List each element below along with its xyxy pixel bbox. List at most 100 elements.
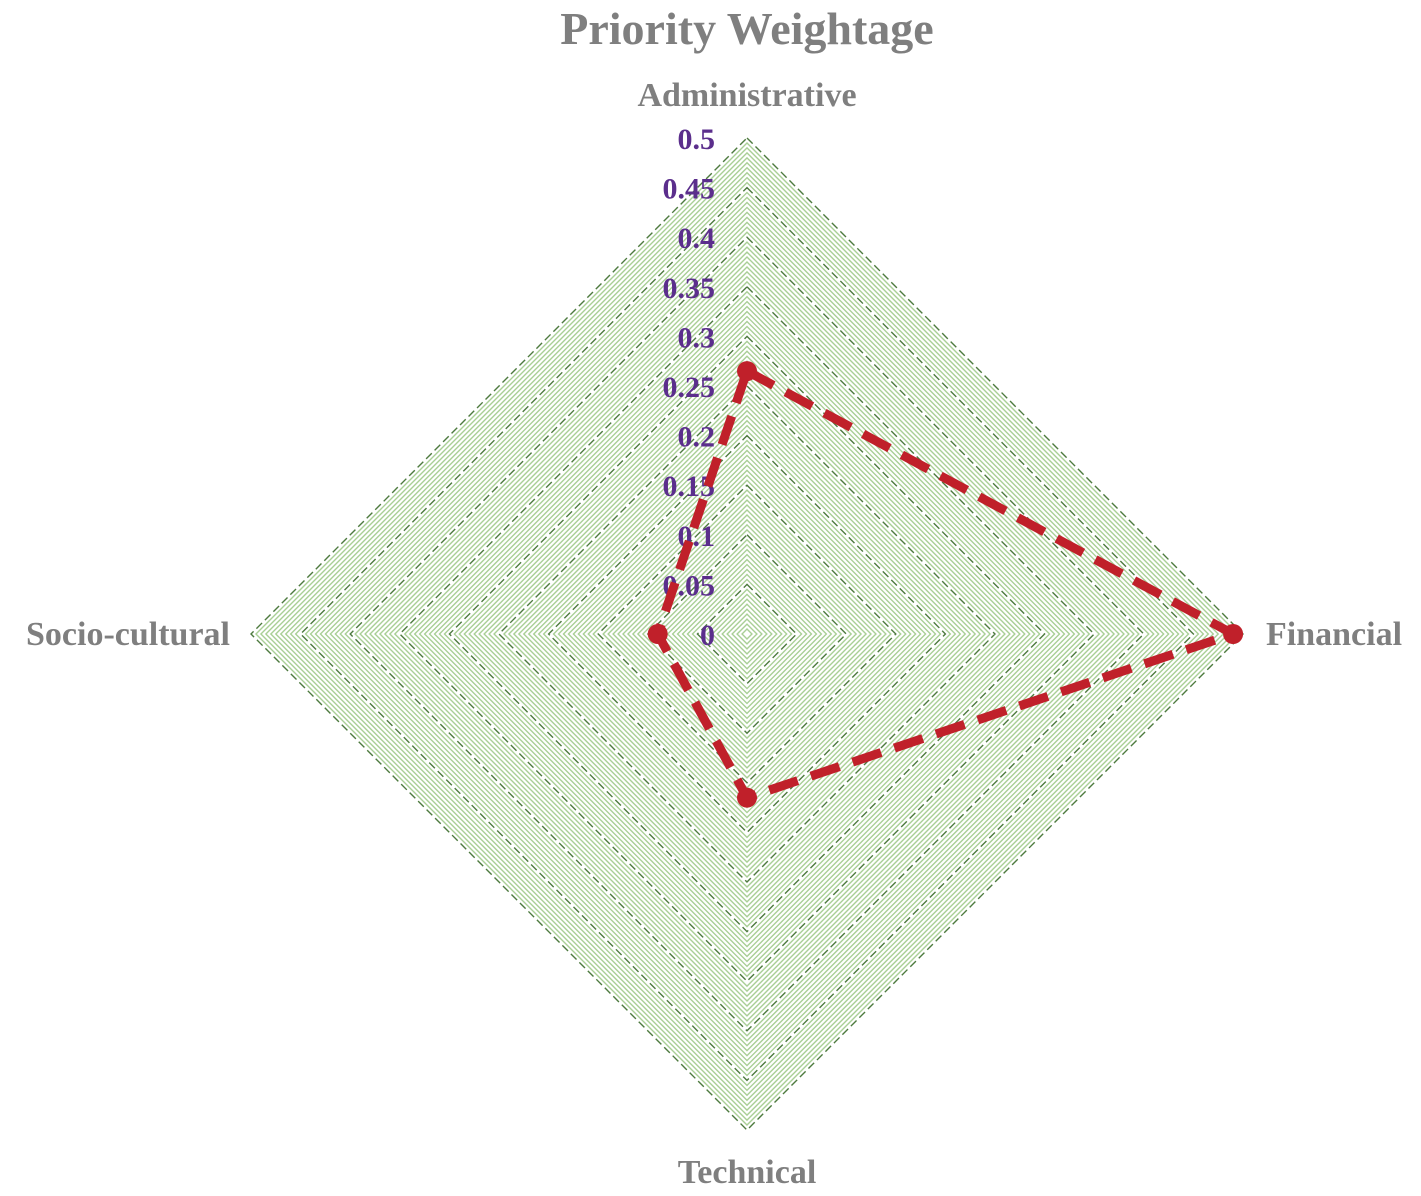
grid-ring-minor [502, 389, 992, 879]
grid-ring-minor [463, 350, 1031, 918]
series-layer [647, 361, 1244, 808]
grid-ring-minor [607, 494, 887, 774]
grid-ring-minor [423, 310, 1071, 958]
grid-ring-minor [294, 181, 1200, 1087]
grid-ring-minor [344, 231, 1150, 1037]
grid-ring-minor [359, 246, 1135, 1022]
grid-ring-minor [354, 241, 1140, 1027]
grid-ring-minor [671, 558, 823, 710]
grid-ring-minor [736, 623, 758, 645]
grid-ring-minor [388, 275, 1106, 993]
grid-ring-minor [666, 553, 828, 715]
tick-label: 0.5 [678, 123, 716, 156]
grid-ring-minor [334, 221, 1160, 1047]
axis-label-socio-cultural: Socio-cultural [26, 616, 230, 653]
grid-ring-minor [488, 375, 1006, 893]
grid-ring-minor [418, 305, 1076, 963]
grid-ring-minor [592, 479, 902, 789]
chart-title: Priority Weightage [560, 3, 933, 54]
grid-ring-major [696, 583, 798, 685]
grid-ring-minor [701, 588, 793, 680]
tick-label: 0 [700, 619, 715, 652]
grid-ring-minor [552, 439, 942, 829]
grid-ring-minor [493, 380, 1001, 888]
axis-label-technical: Technical [678, 1154, 817, 1191]
grid-ring-minor [716, 603, 778, 665]
grid-ring-minor [661, 548, 833, 720]
grid-ring-major [646, 533, 848, 735]
tick-label: 0.3 [678, 321, 716, 354]
grid-ring-minor [259, 146, 1235, 1122]
tick-label: 0.2 [678, 421, 716, 454]
grid-ring-minor [532, 419, 962, 849]
grid-ring-minor [314, 201, 1180, 1067]
grid-ring-minor [562, 449, 932, 819]
tick-label: 0.45 [663, 173, 716, 206]
grid-ring-minor [378, 265, 1116, 1003]
grid-ring-minor [289, 176, 1205, 1092]
grid-ring-minor [339, 226, 1155, 1042]
grid-ring-minor [651, 538, 843, 730]
grid-ring-minor [557, 444, 937, 824]
grid-ring-minor [254, 141, 1240, 1127]
grid-ring-minor [542, 429, 952, 839]
grid-ring-major [597, 484, 897, 784]
grid-ring-major [349, 236, 1145, 1032]
grid-ring-minor [279, 166, 1215, 1102]
grid-ring-major [299, 186, 1195, 1082]
grid-ring-minor [413, 300, 1081, 968]
grid-ring-minor [726, 613, 768, 655]
data-point-technical [737, 787, 757, 808]
grid-ring-minor [284, 171, 1210, 1097]
grid-ring-minor [587, 474, 907, 794]
grid-ring-minor [458, 345, 1036, 923]
data-point-socio-cultural [647, 624, 668, 644]
grid-ring-minor [507, 394, 987, 874]
data-point-financial [1223, 624, 1244, 644]
grid-ring-minor [403, 290, 1091, 978]
grid-ring-minor [468, 355, 1026, 913]
grid-ring-minor [433, 320, 1061, 948]
grid-ring-minor [527, 414, 967, 854]
grid-ring-major [547, 434, 947, 834]
grid-ring-minor [617, 504, 877, 764]
data-point-administrative [737, 361, 757, 382]
grid-ring-minor [264, 151, 1230, 1117]
grid-ring-minor [517, 404, 977, 864]
grid-ring-minor [721, 608, 773, 660]
grid-ring-minor [577, 464, 917, 804]
axis-label-financial: Financial [1266, 616, 1402, 653]
grid-ring-minor [304, 191, 1190, 1077]
tick-label: 0.15 [663, 470, 716, 503]
grid-ring-minor [641, 528, 853, 740]
grid-ring-minor [741, 628, 753, 640]
grid-ring-minor [324, 211, 1170, 1057]
grid-ring-minor [636, 523, 858, 745]
tick-label: 0.35 [663, 272, 716, 305]
grid-ring-major [448, 335, 1046, 933]
grid-ring-minor [408, 295, 1086, 973]
grid-ring-minor [706, 593, 788, 675]
grid-ring-minor [676, 563, 818, 705]
radial-tick-labels: 00.050.10.150.20.250.30.350.40.450.5 [663, 123, 716, 652]
grid-ring-minor [483, 370, 1011, 898]
grid-ring-minor [274, 161, 1220, 1107]
grid-ring-minor [473, 360, 1021, 908]
grid-ring-minor [478, 365, 1016, 903]
grid-ring-minor [622, 509, 872, 759]
grid-ring-minor [656, 543, 838, 725]
grid-ring-minor [269, 156, 1225, 1112]
grid-ring-minor [522, 409, 972, 859]
grid-ring-minor [443, 330, 1051, 938]
grid-ring-minor [602, 489, 892, 779]
tick-label: 0.25 [663, 371, 716, 404]
grid-ring-minor [567, 454, 927, 814]
grid-ring-minor [428, 315, 1066, 953]
grid-ring-minor [512, 399, 982, 869]
grid-ring-minor [329, 216, 1165, 1052]
radar-grid [250, 137, 1244, 1131]
grid-ring-minor [612, 499, 882, 769]
grid-ring-minor [393, 280, 1101, 988]
grid-ring-minor [691, 578, 803, 690]
